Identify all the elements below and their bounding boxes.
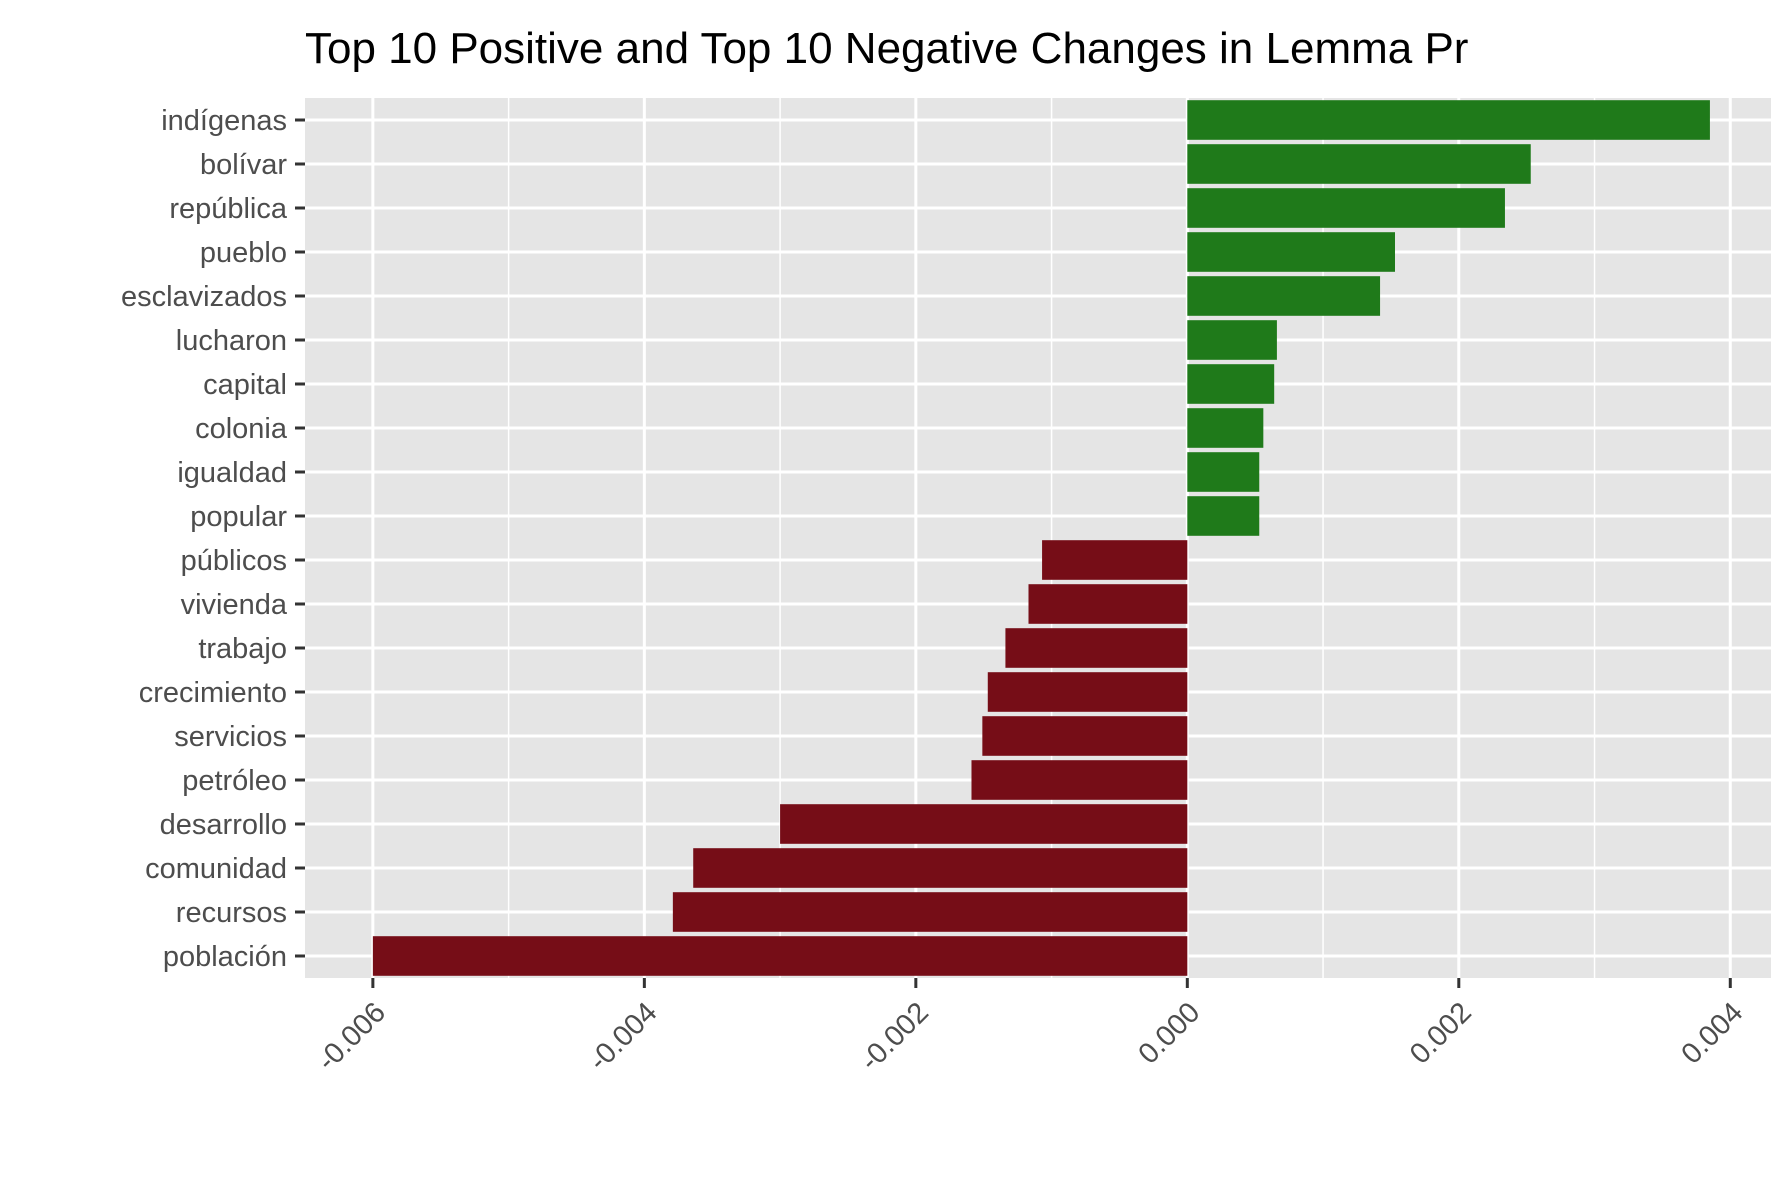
category-label: trabajo [198, 633, 287, 665]
category-label: servicios [174, 721, 287, 753]
category-label: bolívar [200, 149, 287, 181]
x-tick-label: 0.002 [1404, 996, 1478, 1070]
bar-lucharon [1187, 320, 1277, 360]
category-label: recursos [176, 897, 287, 929]
x-tick-label: 0.004 [1675, 996, 1749, 1070]
category-label: población [163, 941, 287, 973]
category-label: colonia [195, 413, 288, 445]
category-label: vivienda [181, 589, 288, 621]
bar-popular [1187, 496, 1260, 536]
bar-indígenas [1187, 100, 1710, 140]
category-label: crecimiento [139, 677, 287, 709]
category-label: públicos [181, 545, 287, 577]
bar-igualdad [1187, 452, 1260, 492]
category-label: petróleo [182, 765, 287, 797]
bar-públicos [1042, 540, 1188, 580]
category-label: capital [203, 369, 287, 401]
category-label: lucharon [176, 325, 287, 357]
bar-bolívar [1187, 144, 1531, 184]
bar-pueblo [1187, 232, 1395, 272]
bar-colonia [1187, 408, 1264, 448]
bar-esclavizados [1187, 276, 1381, 316]
category-labels: indígenas bolívar república pueblo esclaviza… [121, 105, 305, 973]
plot-panel [305, 98, 1771, 978]
bar-crecimiento [987, 672, 1188, 712]
chart-title: Top 10 Positive and Top 10 Negative Chan… [305, 24, 1468, 73]
category-label: popular [190, 501, 287, 533]
bars [372, 100, 1710, 976]
category-label: igualdad [177, 457, 287, 489]
category-label: república [169, 193, 288, 225]
bar-vivienda [1028, 584, 1188, 624]
category-label: desarrollo [160, 809, 287, 841]
bar-trabajo [1005, 628, 1188, 668]
bar-recursos [672, 892, 1188, 932]
bar-república [1187, 188, 1505, 228]
category-label: comunidad [145, 853, 287, 885]
x-tick-label: -0.004 [583, 996, 664, 1077]
x-tick-label: -0.006 [311, 996, 392, 1077]
category-label: pueblo [200, 237, 287, 269]
x-axis-ticks: -0.006 -0.004 -0.002 0.000 0.002 0.004 [311, 978, 1749, 1077]
bar-servicios [982, 716, 1188, 756]
x-tick-label: -0.002 [854, 996, 935, 1077]
x-tick-label: 0.000 [1132, 996, 1206, 1070]
bar-población [372, 936, 1188, 976]
category-label: esclavizados [121, 281, 287, 313]
bar-desarrollo [780, 804, 1188, 844]
bar-petróleo [971, 760, 1188, 800]
category-label: indígenas [161, 105, 287, 137]
bar-comunidad [693, 848, 1188, 888]
bar-capital [1187, 364, 1275, 404]
